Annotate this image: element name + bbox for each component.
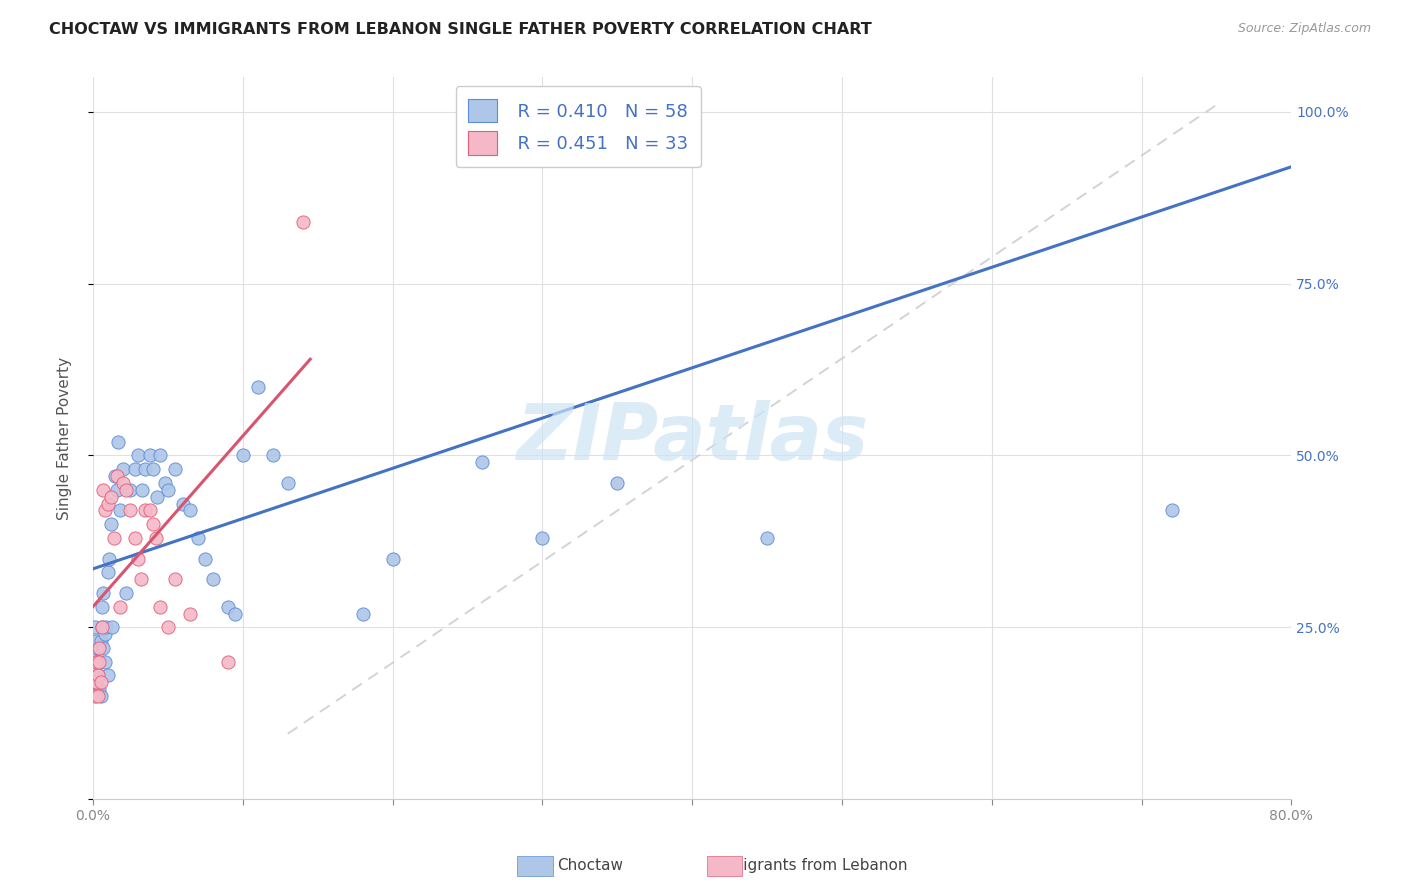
Point [91,620,114,634]
Point [97,668,120,682]
Point [124,462,146,476]
Point [156,483,179,497]
Point [179,503,201,517]
Point [89,634,111,648]
Point [165,462,187,476]
Point [172,497,194,511]
Point [153,475,176,490]
Point [97,566,120,580]
Point [98,551,121,566]
Y-axis label: Single Father Poverty: Single Father Poverty [58,357,72,520]
Text: ZIPatlas: ZIPatlas [516,401,869,476]
Point [86,655,108,669]
Point [89,689,111,703]
Point [93,483,115,497]
Point [87,640,110,655]
Point [87,682,110,697]
Point [84,675,107,690]
Point [103,531,125,545]
Point [120,503,142,517]
Point [84,634,107,648]
Point [120,483,142,497]
Point [83,675,105,690]
Text: Source: ZipAtlas.com: Source: ZipAtlas.com [1237,22,1371,36]
Point [86,689,108,703]
Point [94,655,117,669]
Point [84,655,107,669]
Point [217,599,239,614]
Point [471,455,494,469]
Point [87,655,110,669]
Point [124,531,146,545]
Point [100,490,122,504]
Legend:   R = 0.410   N = 58,   R = 0.451   N = 33: R = 0.410 N = 58, R = 0.451 N = 33 [456,87,702,167]
Point [127,551,149,566]
Point [142,517,165,532]
Point [291,215,314,229]
Point [142,462,165,476]
Point [127,449,149,463]
Point [115,586,138,600]
Point [89,675,111,690]
Point [262,449,284,463]
Point [87,640,110,655]
Point [194,551,217,566]
Point [246,380,269,394]
Point [187,531,209,545]
Point [107,434,129,449]
Point [134,462,156,476]
Point [100,517,122,532]
Point [1160,503,1182,517]
Point [129,572,152,586]
Point [105,483,128,497]
Point [86,668,108,682]
Point [104,469,127,483]
Point [94,627,117,641]
Point [108,599,131,614]
Point [149,599,172,614]
Point [91,599,114,614]
Point [531,531,554,545]
Point [134,503,156,517]
Point [115,483,138,497]
Point [179,607,201,621]
Point [96,620,118,634]
Point [97,497,120,511]
Point [146,490,169,504]
Point [606,475,628,490]
Point [131,483,153,497]
Point [232,449,254,463]
Point [101,620,124,634]
Point [86,668,108,682]
Point [145,531,167,545]
Point [93,640,115,655]
Point [381,551,404,566]
Point [165,572,187,586]
Point [105,469,128,483]
Point [93,586,115,600]
Point [156,620,179,634]
Text: Immigrants from Lebanon: Immigrants from Lebanon [709,858,908,872]
Point [352,607,374,621]
Point [201,572,224,586]
Point [84,655,107,669]
Point [139,449,162,463]
Point [91,620,114,634]
Point [224,607,246,621]
Point [83,620,105,634]
Point [217,655,239,669]
Text: CHOCTAW VS IMMIGRANTS FROM LEBANON SINGLE FATHER POVERTY CORRELATION CHART: CHOCTAW VS IMMIGRANTS FROM LEBANON SINGL… [49,22,872,37]
Point [277,475,299,490]
Point [111,475,134,490]
Point [111,462,134,476]
Point [149,449,172,463]
Point [83,689,105,703]
Text: Choctaw: Choctaw [558,858,623,872]
Point [139,503,162,517]
Point [108,503,131,517]
Point [756,531,779,545]
Point [94,503,117,517]
Point [83,640,105,655]
